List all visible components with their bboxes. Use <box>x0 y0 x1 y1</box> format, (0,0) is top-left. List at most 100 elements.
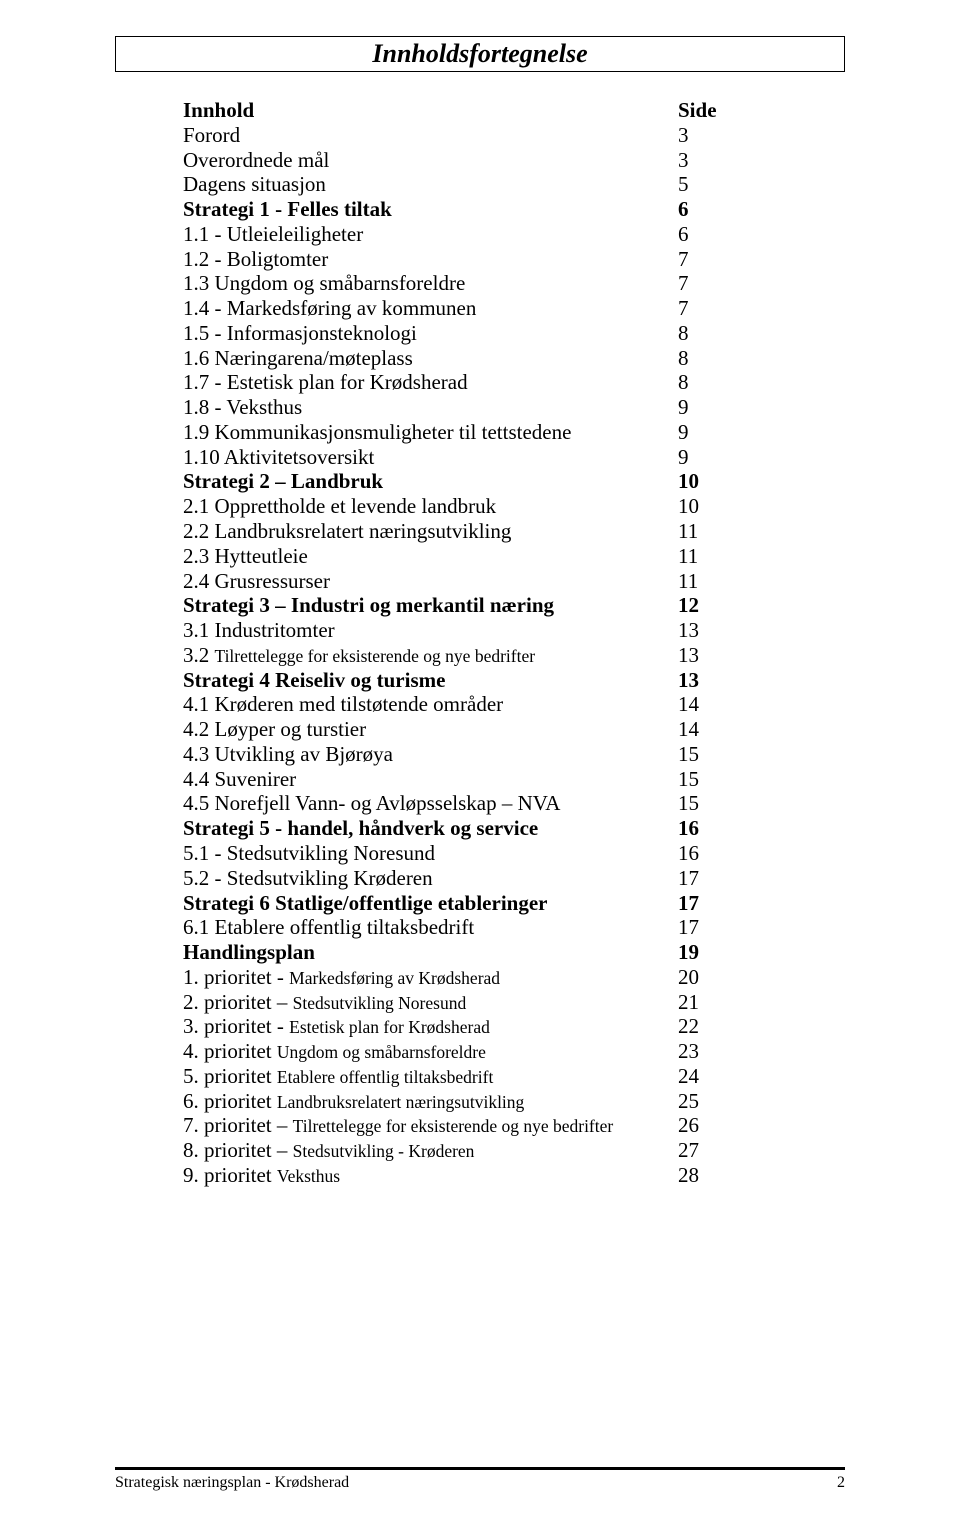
toc-label-prefix: 5. prioritet <box>183 1064 277 1088</box>
toc-row: 4.3 Utvikling av Bjørøya15 <box>183 742 845 767</box>
toc-label: 2.4 Grusressurser <box>183 569 678 594</box>
toc-row: 1.7 - Estetisk plan for Krødsherad8 <box>183 370 845 395</box>
toc-page: 6 <box>678 222 718 247</box>
toc-label-prefix: 1. prioritet - <box>183 965 289 989</box>
toc-page: 16 <box>678 816 718 841</box>
toc-label: Strategi 3 – Industri og merkantil nærin… <box>183 593 678 618</box>
toc-label-prefix: 8. prioritet – <box>183 1138 293 1162</box>
toc-label: 4.1 Krøderen med tilstøtende områder <box>183 692 678 717</box>
toc-page: 17 <box>678 891 718 916</box>
toc-page: 27 <box>678 1138 718 1163</box>
toc-label: 7. prioritet – Tilrettelegge for eksiste… <box>183 1113 678 1138</box>
toc-label-small: Veksthus <box>277 1166 340 1186</box>
toc-label-prefix: 3.2 <box>183 643 215 667</box>
toc-page: 15 <box>678 742 718 767</box>
toc-row: Strategi 4 Reiseliv og turisme13 <box>183 668 845 693</box>
toc-page: 22 <box>678 1014 718 1039</box>
footer-right: 2 <box>837 1474 845 1492</box>
toc-page: 13 <box>678 668 718 693</box>
toc-row: 4.4 Suvenirer15 <box>183 767 845 792</box>
toc-row: 1.9 Kommunikasjonsmuligheter til tettste… <box>183 420 845 445</box>
toc-row: 9. prioritet Veksthus28 <box>183 1163 845 1188</box>
toc-row: 3.2 Tilrettelegge for eksisterende og ny… <box>183 643 845 668</box>
toc-label: 1.10 Aktivitetsoversikt <box>183 445 678 470</box>
toc-label: 2. prioritet – Stedsutvikling Noresund <box>183 990 678 1015</box>
toc-row: Handlingsplan19 <box>183 940 845 965</box>
toc-label: Dagens situasjon <box>183 172 678 197</box>
toc-label: 1.1 - Utleieleiligheter <box>183 222 678 247</box>
toc-label-prefix: 6. prioritet <box>183 1089 277 1113</box>
toc-label: 5.1 - Stedsutvikling Noresund <box>183 841 678 866</box>
toc-label-small: Markedsføring av Krødsherad <box>289 968 500 988</box>
toc-label: Strategi 4 Reiseliv og turisme <box>183 668 678 693</box>
toc-label-small: Estetisk plan for Krødsherad <box>289 1017 490 1037</box>
toc-page: 16 <box>678 841 718 866</box>
toc-label-prefix: 2. prioritet – <box>183 990 293 1014</box>
toc-label: 6.1 Etablere offentlig tiltaksbedrift <box>183 915 678 940</box>
toc-page: 13 <box>678 643 718 668</box>
toc-page: 17 <box>678 915 718 940</box>
toc-label: 9. prioritet Veksthus <box>183 1163 678 1188</box>
toc-page: 9 <box>678 420 718 445</box>
toc-page: 8 <box>678 321 718 346</box>
toc: Innhold Side Forord3Overordnede mål3Dage… <box>183 98 845 1188</box>
toc-row: 2. prioritet – Stedsutvikling Noresund21 <box>183 990 845 1015</box>
toc-label: 4.5 Norefjell Vann- og Avløpsselskap – N… <box>183 791 678 816</box>
toc-row: 1.6 Næringarena/møteplass8 <box>183 346 845 371</box>
toc-label: 4.3 Utvikling av Bjørøya <box>183 742 678 767</box>
toc-label-prefix: 3. prioritet - <box>183 1014 289 1038</box>
toc-row: 5.1 - Stedsutvikling Noresund16 <box>183 841 845 866</box>
toc-label-prefix: 9. prioritet <box>183 1163 277 1187</box>
header-left: Innhold <box>183 98 678 123</box>
toc-page: 9 <box>678 395 718 420</box>
toc-page: 8 <box>678 346 718 371</box>
toc-page: 3 <box>678 123 718 148</box>
toc-label: 1.9 Kommunikasjonsmuligheter til tettste… <box>183 420 678 445</box>
toc-page: 17 <box>678 866 718 891</box>
toc-label-small: Stedsutvikling - Krøderen <box>293 1141 475 1161</box>
toc-page: 15 <box>678 791 718 816</box>
toc-label: 1.2 - Boligtomter <box>183 247 678 272</box>
toc-label: 8. prioritet – Stedsutvikling - Krøderen <box>183 1138 678 1163</box>
toc-label: 2.1 Opprettholde et levende landbruk <box>183 494 678 519</box>
toc-row: 5.2 - Stedsutvikling Krøderen17 <box>183 866 845 891</box>
toc-row: 2.4 Grusressurser11 <box>183 569 845 594</box>
toc-label: Handlingsplan <box>183 940 678 965</box>
toc-page: 20 <box>678 965 718 990</box>
toc-label: 5.2 - Stedsutvikling Krøderen <box>183 866 678 891</box>
toc-label: 1.5 - Informasjonsteknologi <box>183 321 678 346</box>
toc-label-small: Tilrettelegge for eksisterende og nye be… <box>215 646 536 666</box>
toc-row: Strategi 5 - handel, håndverk og service… <box>183 816 845 841</box>
toc-row: 2.2 Landbruksrelatert næringsutvikling11 <box>183 519 845 544</box>
footer-divider <box>115 1467 845 1470</box>
toc-page: 5 <box>678 172 718 197</box>
toc-label: 6. prioritet Landbruksrelatert næringsut… <box>183 1089 678 1114</box>
toc-row: 8. prioritet – Stedsutvikling - Krøderen… <box>183 1138 845 1163</box>
toc-label: 2.3 Hytteutleie <box>183 544 678 569</box>
toc-label: 1.7 - Estetisk plan for Krødsherad <box>183 370 678 395</box>
toc-page: 15 <box>678 767 718 792</box>
toc-label: 1. prioritet - Markedsføring av Krødsher… <box>183 965 678 990</box>
toc-label-small: Stedsutvikling Noresund <box>293 993 467 1013</box>
toc-page: 14 <box>678 717 718 742</box>
toc-page: 14 <box>678 692 718 717</box>
toc-row: Strategi 1 - Felles tiltak6 <box>183 197 845 222</box>
footer: Strategisk næringsplan - Krødsherad 2 <box>115 1467 845 1492</box>
toc-row: 2.1 Opprettholde et levende landbruk10 <box>183 494 845 519</box>
toc-row: 7. prioritet – Tilrettelegge for eksiste… <box>183 1113 845 1138</box>
toc-label: 4.4 Suvenirer <box>183 767 678 792</box>
toc-row: 1.2 - Boligtomter7 <box>183 247 845 272</box>
toc-row: 4.5 Norefjell Vann- og Avløpsselskap – N… <box>183 791 845 816</box>
toc-row: Dagens situasjon5 <box>183 172 845 197</box>
toc-row: 4.1 Krøderen med tilstøtende områder14 <box>183 692 845 717</box>
toc-label: Strategi 6 Statlige/offentlige etablerin… <box>183 891 678 916</box>
footer-row: Strategisk næringsplan - Krødsherad 2 <box>115 1474 845 1492</box>
toc-label-prefix: 7. prioritet – <box>183 1113 293 1137</box>
toc-header: Innhold Side <box>183 98 845 123</box>
toc-label: Overordnede mål <box>183 148 678 173</box>
toc-row: 4. prioritet Ungdom og småbarnsforeldre2… <box>183 1039 845 1064</box>
header-right: Side <box>678 98 718 123</box>
toc-page: 11 <box>678 544 718 569</box>
toc-row: Strategi 3 – Industri og merkantil nærin… <box>183 593 845 618</box>
toc-label: 5. prioritet Etablere offentlig tiltaksb… <box>183 1064 678 1089</box>
